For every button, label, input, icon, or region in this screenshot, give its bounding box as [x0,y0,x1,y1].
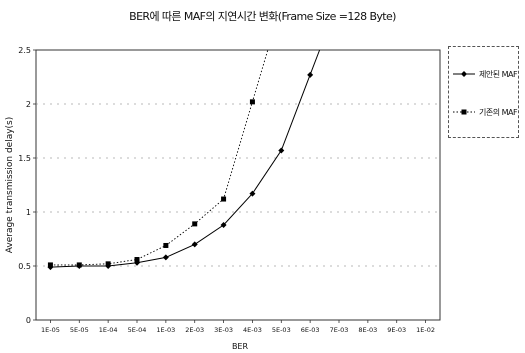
y-axis-ticks: 0 0.5 1 1.5 2 2.5 [18,46,36,325]
chart-title: BER에 따른 MAF의 지연시간 변화(Frame Size =128 Byt… [129,10,396,23]
x-tick-label: 2E-03 [185,326,204,334]
data-point [76,262,82,268]
y-tick-label: 0 [26,316,31,325]
data-point [249,99,255,105]
grid-lines [36,103,440,267]
legend: 제안된 MAF 기존의 MAF [448,46,519,138]
data-point [307,71,314,78]
x-tick-label: 1E-03 [156,326,175,334]
data-point [191,241,198,248]
legend-item-proposed: 제안된 MAF [452,68,518,80]
x-tick-label: 4E-03 [243,326,262,334]
x-tick-label: 5E-03 [272,326,291,334]
legend-label-proposed: 제안된 MAF [479,69,518,79]
series-existing [47,49,269,268]
data-point [134,257,140,263]
y-axis-label: Average transmission delay(s) [5,117,15,253]
x-axis-label: BER [232,342,249,351]
y-tick-label: 1 [26,208,31,217]
data-point [105,261,111,267]
x-tick-label: 8E-03 [358,326,377,334]
data-point [220,221,227,228]
x-tick-label: 1E-05 [41,326,60,334]
x-tick-label: 3E-03 [214,326,233,334]
x-axis-ticks: 1E-05 5E-05 1E-04 5E-04 1E-03 2E-03 3E-03 4E-03… [41,320,435,334]
data-point [47,262,53,268]
legend-item-existing: 기존의 MAF [452,106,518,118]
series-layer [47,49,321,271]
y-tick-label: 1.5 [18,154,31,163]
legend-swatch-dotted-square [453,109,475,115]
data-point [221,196,227,202]
y-tick-label: 2.5 [18,46,31,55]
data-point [192,221,198,227]
plot-area [35,49,441,321]
data-point [163,242,169,248]
x-tick-label: 1E-04 [99,326,118,334]
y-tick-label: 0.5 [18,262,31,271]
x-tick-label: 5E-04 [128,326,147,334]
legend-swatch-solid-diamond [453,71,475,77]
x-tick-label: 1E-02 [416,326,435,334]
data-point [249,190,256,197]
y-tick-label: 2 [26,100,31,109]
x-tick-label: 7E-03 [330,326,349,334]
legend-label-existing: 기존의 MAF [479,107,518,117]
x-tick-label: 6E-03 [301,326,320,334]
x-tick-label: 9E-03 [387,326,406,334]
data-point [278,147,285,154]
data-point [162,254,169,261]
x-tick-label: 5E-05 [70,326,89,334]
